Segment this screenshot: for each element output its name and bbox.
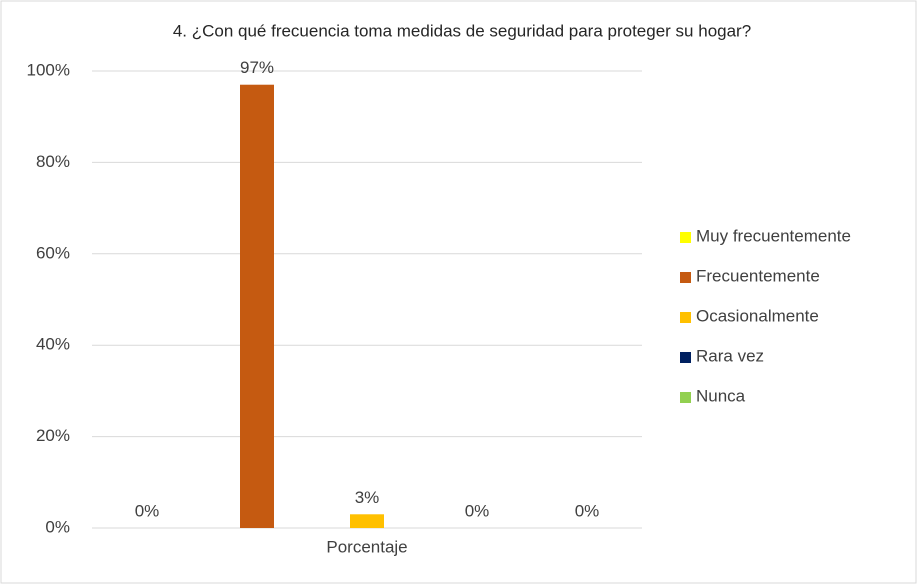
legend-label: Nunca bbox=[696, 386, 746, 405]
y-tick-label: 20% bbox=[36, 426, 70, 445]
y-tick-label: 60% bbox=[36, 243, 70, 262]
chart-title: 4. ¿Con qué frecuencia toma medidas de s… bbox=[173, 21, 751, 40]
legend-label: Frecuentemente bbox=[696, 266, 820, 285]
y-tick-label: 80% bbox=[36, 152, 70, 171]
data-label: 0% bbox=[575, 501, 600, 520]
legend-label: Ocasionalmente bbox=[696, 306, 819, 325]
data-label: 3% bbox=[355, 488, 380, 507]
legend-label: Rara vez bbox=[696, 346, 764, 365]
data-label: 97% bbox=[240, 58, 274, 77]
bar bbox=[350, 514, 384, 528]
bar bbox=[240, 84, 274, 529]
legend-swatch bbox=[680, 272, 691, 283]
y-tick-label: 100% bbox=[27, 60, 70, 79]
legend-label: Muy frecuentemente bbox=[696, 226, 851, 245]
data-label: 0% bbox=[465, 501, 490, 520]
data-label: 0% bbox=[135, 501, 160, 520]
legend-swatch bbox=[680, 352, 691, 363]
y-tick-label: 0% bbox=[45, 517, 70, 536]
legend-swatch bbox=[680, 312, 691, 323]
x-tick-label: Porcentaje bbox=[326, 537, 407, 556]
legend-swatch bbox=[680, 232, 691, 243]
legend-swatch bbox=[680, 392, 691, 403]
y-tick-label: 40% bbox=[36, 335, 70, 354]
